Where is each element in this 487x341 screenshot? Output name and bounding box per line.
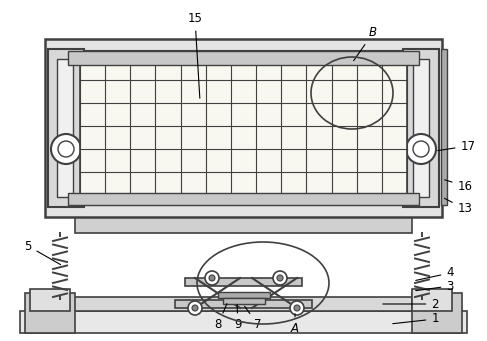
Bar bbox=[441, 49, 447, 205]
Bar bbox=[223, 298, 265, 304]
Text: 3: 3 bbox=[416, 280, 454, 293]
Bar bbox=[175, 300, 312, 308]
Bar bbox=[80, 57, 407, 195]
Bar bbox=[412, 293, 462, 333]
Text: 17: 17 bbox=[438, 139, 475, 152]
Bar bbox=[48, 49, 84, 207]
Text: 8: 8 bbox=[214, 303, 227, 331]
Circle shape bbox=[290, 301, 304, 315]
Circle shape bbox=[192, 305, 198, 311]
Bar bbox=[20, 311, 467, 333]
Text: 15: 15 bbox=[187, 13, 203, 98]
Circle shape bbox=[188, 301, 202, 315]
Bar bbox=[45, 39, 442, 217]
Text: 4: 4 bbox=[416, 267, 454, 280]
Text: 5: 5 bbox=[24, 239, 60, 265]
Bar bbox=[218, 292, 270, 298]
Circle shape bbox=[273, 271, 287, 285]
Bar bbox=[403, 49, 439, 207]
Bar bbox=[185, 278, 302, 286]
Text: B: B bbox=[354, 27, 377, 61]
Circle shape bbox=[277, 275, 283, 281]
Text: 2: 2 bbox=[383, 297, 439, 311]
Text: A: A bbox=[291, 314, 299, 336]
Bar bbox=[412, 289, 452, 311]
Circle shape bbox=[294, 305, 300, 311]
Text: 7: 7 bbox=[244, 306, 262, 331]
Text: 1: 1 bbox=[393, 312, 439, 326]
Bar bbox=[57, 59, 73, 197]
Text: 13: 13 bbox=[445, 198, 472, 216]
Circle shape bbox=[209, 275, 215, 281]
Bar bbox=[68, 51, 419, 205]
Bar bbox=[75, 217, 412, 233]
Bar bbox=[68, 51, 419, 65]
Circle shape bbox=[406, 134, 436, 164]
Bar bbox=[68, 193, 419, 205]
Circle shape bbox=[51, 134, 81, 164]
Bar bbox=[413, 59, 429, 197]
Bar bbox=[30, 289, 70, 311]
Text: 9: 9 bbox=[234, 305, 242, 331]
Bar bbox=[60, 297, 427, 311]
Circle shape bbox=[205, 271, 219, 285]
Text: 16: 16 bbox=[445, 179, 472, 193]
Bar bbox=[25, 293, 75, 333]
